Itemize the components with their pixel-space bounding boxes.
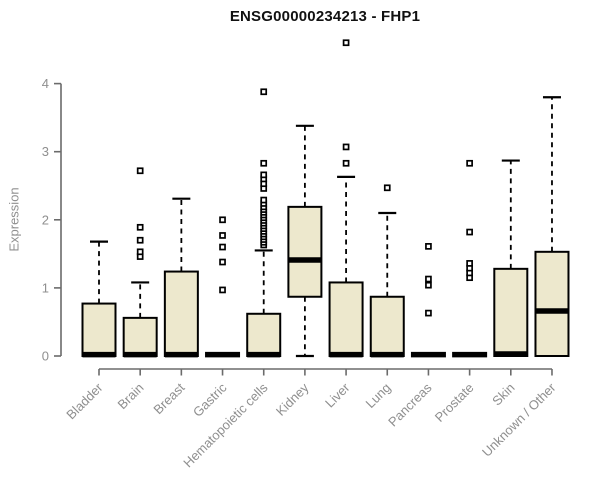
iqr-box	[287, 205, 323, 298]
box-gastric	[205, 216, 241, 358]
outlier-point	[466, 159, 473, 167]
chart-title: ENSG00000234213 - FHP1	[229, 8, 421, 25]
box-skin	[493, 159, 529, 357]
outlier-point	[136, 248, 144, 256]
iqr-box	[163, 270, 199, 357]
box-breast	[163, 197, 199, 358]
outlier-point	[342, 143, 350, 151]
iqr-box	[81, 302, 117, 357]
outlier-point	[425, 309, 432, 317]
outlier-point	[260, 171, 268, 179]
iqr-box	[328, 281, 364, 357]
y-tick-label: 1	[42, 280, 49, 295]
outlier-point	[425, 243, 432, 250]
box-lung	[369, 184, 405, 358]
outlier-point	[466, 260, 473, 267]
outlier-point	[219, 243, 226, 251]
outlier-point	[219, 258, 226, 266]
box-kidney	[287, 124, 323, 358]
outlier-point	[219, 232, 226, 239]
outlier-point	[425, 281, 432, 289]
y-tick-label: 0	[42, 349, 49, 364]
box-pancreas	[410, 243, 446, 358]
box-prostate	[452, 159, 488, 358]
box-unknown-other	[534, 96, 570, 358]
iqr-box	[122, 316, 158, 358]
outlier-point	[260, 159, 268, 167]
box-brain	[122, 167, 158, 358]
outlier-point	[383, 184, 391, 192]
outlier-point	[219, 286, 226, 294]
outlier-point	[219, 216, 226, 224]
iqr-box	[369, 295, 405, 357]
outlier-point	[425, 275, 432, 283]
outlier-point	[342, 159, 350, 167]
box-hematopoietic-cells	[246, 88, 282, 358]
outlier-point	[136, 223, 144, 231]
iqr-box	[246, 312, 282, 358]
y-tick-label: 3	[42, 144, 49, 159]
y-tick-label: 4	[42, 76, 49, 91]
outlier-point	[136, 167, 144, 175]
outlier-point	[260, 88, 268, 96]
iqr-box	[534, 250, 570, 358]
outlier-point	[136, 236, 144, 244]
y-tick-label: 2	[42, 212, 49, 227]
outlier-point	[260, 196, 268, 204]
iqr-box	[493, 267, 529, 357]
outlier-point	[466, 228, 473, 236]
box-bladder	[81, 240, 117, 358]
outlier-point	[342, 39, 350, 47]
box-liver	[328, 39, 364, 358]
